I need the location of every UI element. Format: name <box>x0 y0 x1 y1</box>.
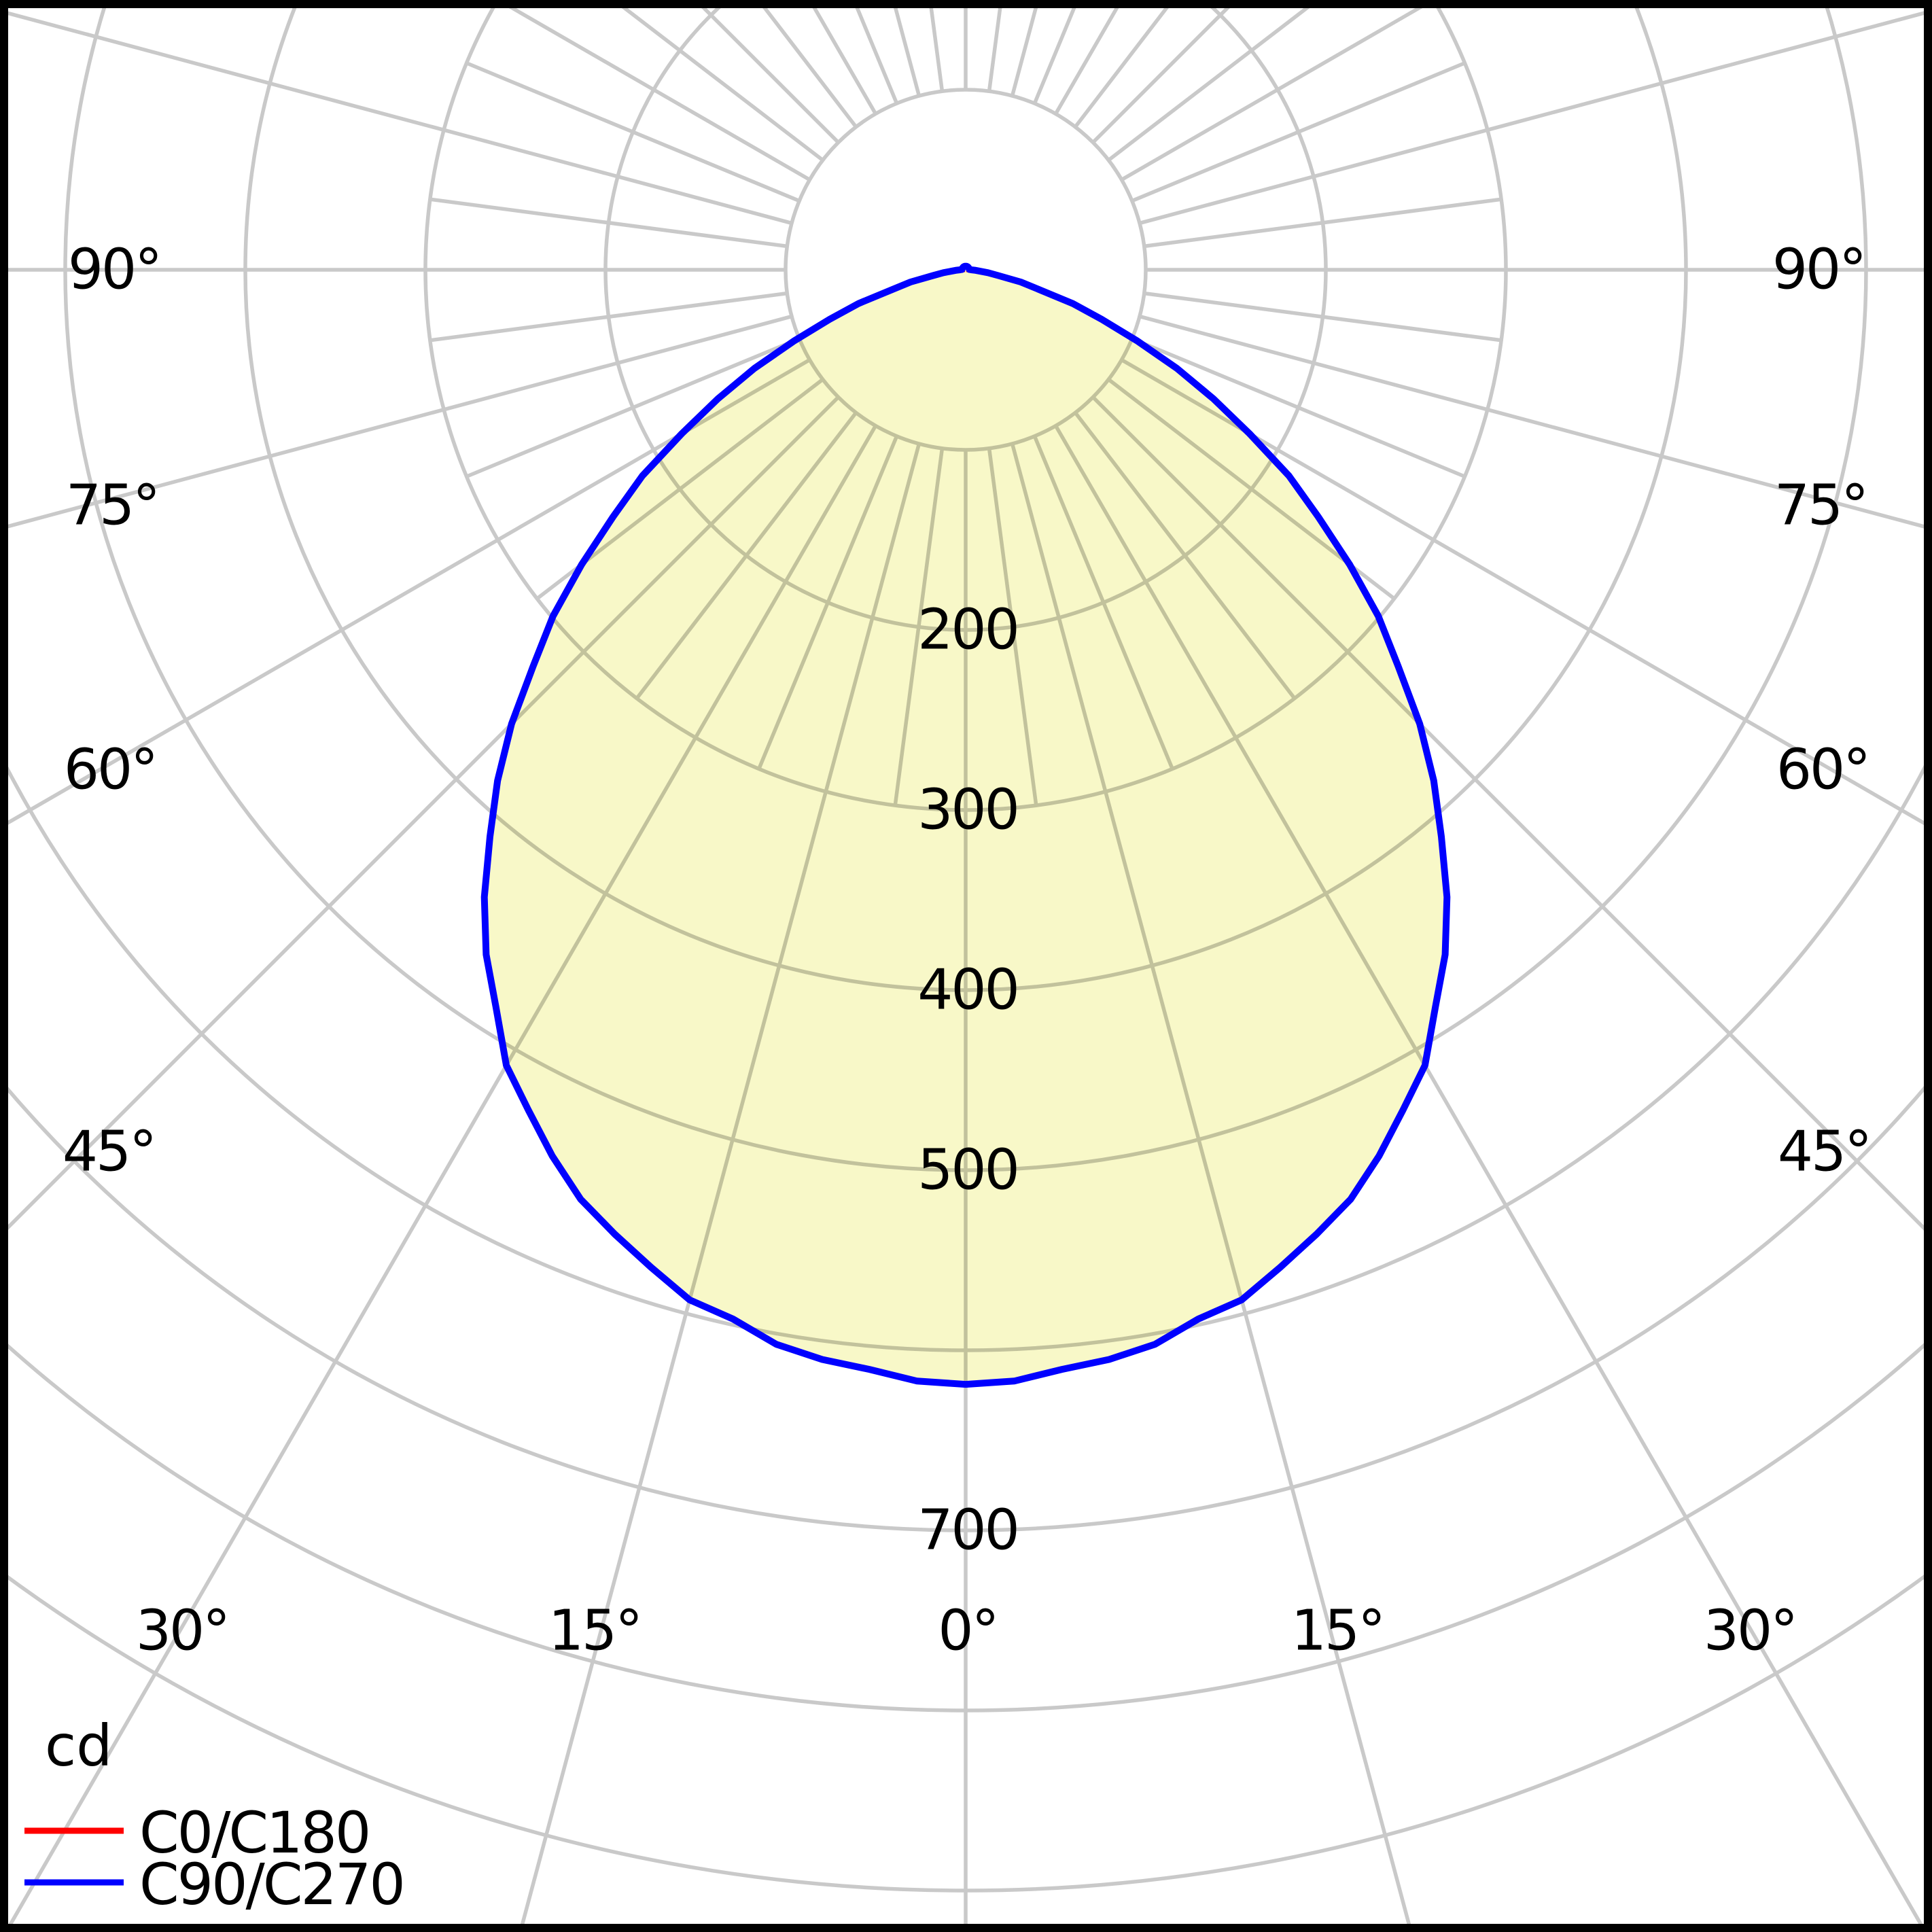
radial-line-minor-37.5 <box>1074 411 1297 700</box>
angle-label-3: 75° <box>1774 474 1867 538</box>
radial-line-major-330 <box>484 425 877 1385</box>
radial-line-minor-82.5 <box>1144 291 1502 343</box>
unit-label: cd <box>45 1713 113 1779</box>
radial-line-major-75 <box>1139 314 1932 531</box>
radial-line-major-15 <box>1010 443 1447 1385</box>
ring-label-300: 300 <box>917 778 1018 843</box>
radial-line-minor-67.5 <box>1131 336 1466 478</box>
ring-label-500: 500 <box>917 1138 1018 1203</box>
radial-line-major-60 <box>1121 358 1932 830</box>
radial-line-minor-292.5 <box>466 336 801 478</box>
angle-label-10: 15° <box>548 1599 641 1664</box>
radial-line-major-285 <box>0 314 792 531</box>
radial-line-major-300 <box>0 358 811 830</box>
angle-label-11: 15° <box>1291 1599 1384 1664</box>
angle-label-12: 0° <box>938 1599 997 1664</box>
radial-line-major-105 <box>1139 9 1932 226</box>
radial-line-minor-202.5 <box>851 0 899 105</box>
radial-line-minor-277.5 <box>429 291 788 343</box>
angle-label-0: 90° <box>68 238 160 302</box>
radial-line-minor-22.5 <box>1032 435 1174 770</box>
legend: C0/C180 C90/C270 <box>24 1799 406 1918</box>
radial-line-major-255 <box>0 9 792 226</box>
angle-label-2: 75° <box>66 474 158 538</box>
radial-line-minor-7.5 <box>987 448 1038 806</box>
radial-line-minor-187.5 <box>928 0 945 92</box>
legend-label-c0-c180: C0/C180 <box>139 1799 369 1866</box>
radial-line-minor-262.5 <box>429 197 788 249</box>
ring-label-200: 200 <box>917 598 1018 663</box>
angle-tick-labels: 90° 90° 75° 75° 60° 60° 45° 45° 30° 30° 15° 15° 0° <box>63 238 1872 1664</box>
intensity-ring-labels: 200 300 400 500 700 <box>917 598 1020 1563</box>
radial-line-minor-157.5 <box>1032 0 1080 105</box>
angle-label-1: 90° <box>1772 238 1865 302</box>
radial-line-minor-127.5 <box>1107 0 1320 162</box>
radial-line-major-345 <box>484 443 921 1385</box>
ring-label-700: 700 <box>917 1498 1018 1563</box>
radial-line-major-45 <box>1091 396 1447 1385</box>
angle-label-6: 45° <box>63 1120 155 1184</box>
radial-line-minor-217.5 <box>756 0 858 128</box>
radial-line-minor-322.5 <box>635 411 858 700</box>
radial-line-major-315 <box>484 396 840 1385</box>
radial-line-minor-142.5 <box>1074 0 1176 128</box>
radial-line-minor-97.5 <box>1144 197 1502 249</box>
angle-label-7: 45° <box>1778 1120 1870 1184</box>
angle-label-9: 30° <box>1704 1599 1796 1664</box>
radial-line-minor-172.5 <box>987 0 1004 92</box>
radial-line-minor-337.5 <box>757 435 899 770</box>
angle-label-4: 60° <box>64 738 156 803</box>
intensity-curves <box>480 262 1451 1388</box>
radial-line-minor-232.5 <box>611 0 824 162</box>
ring-label-400: 400 <box>917 958 1018 1023</box>
radial-line-minor-112.5 <box>1131 61 1466 203</box>
radial-line-minor-247.5 <box>466 61 801 203</box>
curve-c90-c270 <box>480 262 1451 1388</box>
legend-label-c90-c270: C90/C270 <box>139 1851 404 1918</box>
angle-label-5: 60° <box>1776 738 1869 803</box>
radial-line-minor-352.5 <box>893 448 945 806</box>
radial-line-major-30 <box>1054 425 1447 1385</box>
angle-label-8: 30° <box>136 1599 228 1664</box>
